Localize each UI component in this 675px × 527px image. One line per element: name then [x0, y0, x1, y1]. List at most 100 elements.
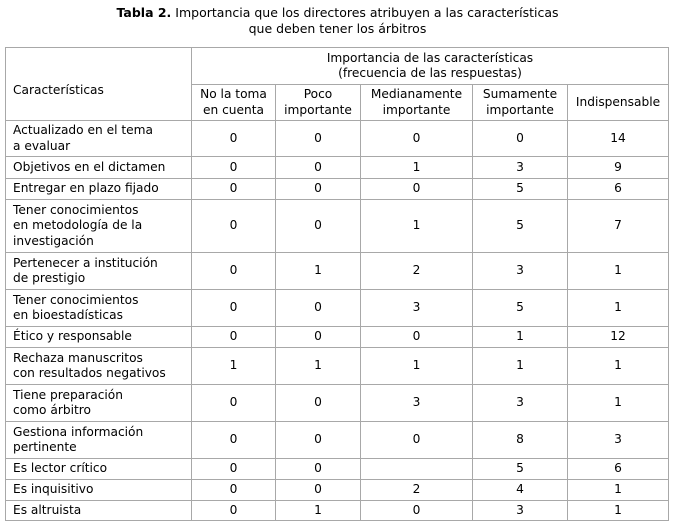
value-cell: 9 — [567, 156, 669, 179]
value-cell: 6 — [567, 458, 669, 480]
row-label-line: a evaluar — [13, 138, 71, 153]
table-row: Rechaza manuscritos con resultados negati… — [5, 347, 669, 385]
value-cell: 0 — [275, 458, 361, 480]
column-header-line: Medianamente — [370, 87, 463, 101]
value-cell: 6 — [567, 178, 669, 200]
column-header: Sumamente importante — [472, 84, 568, 121]
value-cell: 0 — [360, 178, 473, 200]
value-cell: 0 — [360, 500, 473, 521]
row-label: Es altruista — [5, 500, 192, 521]
row-label: Pertenecer a institución de prestigio — [5, 252, 192, 290]
header-row-group: Características Importancia de las carac… — [5, 47, 669, 121]
header-importance-group: Importancia de las características (frec… — [191, 47, 669, 85]
row-label-line: Es lector crítico — [13, 461, 108, 476]
value-cell: 12 — [567, 326, 669, 348]
column-header: No la toma en cuenta — [191, 84, 276, 121]
value-cell: 5 — [472, 199, 568, 253]
group-header-line2: (frecuencia de las respuestas) — [338, 66, 522, 80]
row-label-line: pertinente — [13, 440, 77, 454]
row-label: Es lector crítico — [5, 458, 192, 480]
value-cell: 0 — [191, 500, 276, 521]
value-cell: 0 — [360, 421, 473, 459]
row-label: Gestiona información pertinente — [5, 421, 192, 459]
value-cell: 8 — [472, 421, 568, 459]
row-label-line: Es inquisitivo — [13, 482, 94, 497]
value-cell: 1 — [472, 347, 568, 385]
value-cell — [360, 458, 473, 480]
column-header: Poco importante — [275, 84, 361, 121]
value-cell: 0 — [275, 120, 361, 157]
row-label-line: Entregar en plazo fijado — [13, 181, 159, 196]
value-cell: 0 — [275, 289, 361, 327]
row-label: Es inquisitivo — [5, 479, 192, 501]
caption-label: Tabla 2. — [116, 5, 172, 20]
value-cell: 0 — [191, 326, 276, 348]
group-header-line1: Importancia de las características — [326, 50, 534, 65]
row-label-line: de prestigio — [13, 271, 86, 285]
row-label-line: Actualizado en el tema — [13, 123, 153, 137]
row-label: Objetivos en el dictamen — [5, 156, 192, 179]
value-cell: 0 — [275, 384, 361, 422]
table-caption: Tabla 2. Importancia que los directores … — [0, 5, 675, 37]
value-cell: 5 — [472, 178, 568, 200]
value-cell: 1 — [567, 252, 669, 290]
value-cell: 5 — [472, 458, 568, 480]
row-label-line: Objetivos en el dictamen — [13, 159, 166, 174]
row-label-line: investigación — [13, 233, 94, 248]
column-header-line: Poco — [303, 87, 333, 101]
value-cell: 1 — [360, 156, 473, 179]
row-label-line: Tiene preparación — [13, 387, 123, 402]
value-cell: 3 — [567, 421, 669, 459]
row-label-line: en metodología de la — [13, 218, 143, 233]
caption-text-line2: que deben tener los árbitros — [248, 21, 427, 36]
value-cell: 4 — [472, 479, 568, 501]
row-label: Tener conocimientos en metodología de la i… — [5, 199, 192, 253]
value-cell: 0 — [191, 421, 276, 459]
caption-text-line1: Importancia que los directores atribuyen… — [175, 5, 559, 20]
row-label-line: con resultados negativos — [13, 366, 166, 380]
row-label-line: Pertenecer a institución — [13, 255, 158, 270]
value-cell: 1 — [360, 347, 473, 385]
value-cell: 0 — [191, 199, 276, 253]
value-cell: 1 — [275, 500, 361, 521]
value-cell: 3 — [360, 384, 473, 422]
row-label: Tiene preparación como árbitro — [5, 384, 192, 422]
value-cell: 0 — [360, 120, 473, 157]
value-cell: 3 — [472, 500, 568, 521]
value-cell: 14 — [567, 120, 669, 157]
value-cell: 1 — [567, 289, 669, 327]
row-label-line: Es altruista — [13, 502, 82, 517]
value-cell: 3 — [360, 289, 473, 327]
row-label-line: Tener conocimientos — [13, 292, 139, 307]
row-label-line: Rechaza manuscritos — [13, 350, 143, 365]
table-row: Es altruista 0 1 0 3 1 — [5, 500, 669, 521]
column-header-line: en cuenta — [203, 102, 264, 117]
table-row: Tener conocimientos en metodología de la i… — [5, 199, 669, 253]
row-label-line: como árbitro — [13, 403, 91, 417]
value-cell: 0 — [275, 178, 361, 200]
value-cell: 1 — [360, 199, 473, 253]
value-cell: 0 — [275, 199, 361, 253]
table-row: Actualizado en el tema a evaluar 0 0 0 0 14 — [5, 120, 669, 157]
value-cell: 0 — [191, 384, 276, 422]
value-cell: 2 — [360, 479, 473, 501]
header-characteristics: Características — [5, 47, 192, 121]
value-cell: 7 — [567, 199, 669, 253]
column-header: Medianamente importante — [360, 84, 473, 121]
column-header-line: Sumamente — [482, 87, 558, 101]
table-row: Pertenecer a institución de prestigio 0 1 2 3… — [5, 252, 669, 290]
value-cell: 0 — [275, 421, 361, 459]
value-cell: 1 — [567, 384, 669, 422]
value-cell: 0 — [472, 120, 568, 157]
header-row-columns: No la toma en cuenta Poco importante Mediana… — [6, 84, 669, 121]
value-cell: 1 — [275, 252, 361, 290]
value-cell: 3 — [472, 156, 568, 179]
value-cell: 0 — [275, 479, 361, 501]
value-cell: 0 — [191, 120, 276, 157]
value-cell: 1 — [567, 347, 669, 385]
table-row: Tiene preparación como árbitro 0 0 3 3 1 — [5, 384, 669, 422]
value-cell: 5 — [472, 289, 568, 327]
row-label: Ético y responsable — [5, 326, 192, 348]
row-label-line: Ético y responsable — [13, 329, 132, 344]
row-label: Rechaza manuscritos con resultados negati… — [5, 347, 192, 385]
